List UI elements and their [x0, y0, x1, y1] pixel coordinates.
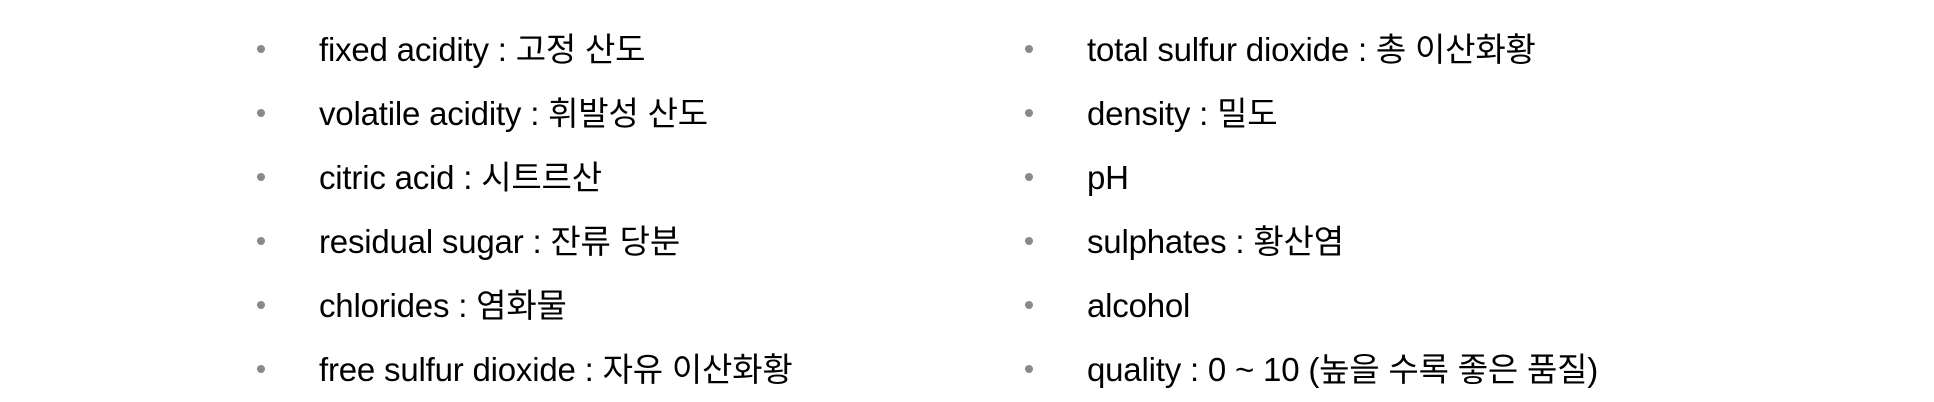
list-item-text: fixed acidity : 고정 산도 [319, 30, 646, 68]
list-item-text: residual sugar : 잔류 당분 [319, 222, 680, 260]
bullet-icon [257, 365, 265, 373]
list-item-text: quality : 0 ~ 10 (높을 수록 좋은 품질) [1087, 350, 1599, 388]
list-item-citric-acid: citric acid : 시트르산 [257, 145, 957, 209]
list-item-text: sulphates : 황산염 [1087, 222, 1344, 260]
left-bullet-list: fixed acidity : 고정 산도 volatile acidity :… [257, 0, 957, 401]
list-item-text: volatile acidity : 휘발성 산도 [319, 94, 708, 132]
list-item-residual-sugar: residual sugar : 잔류 당분 [257, 209, 957, 273]
right-bullet-list: total sulfur dioxide : 총 이산화황 density : … [1025, 0, 1825, 401]
list-item-text: free sulfur dioxide : 자유 이산화황 [319, 350, 793, 388]
list-item-text: pH [1087, 158, 1129, 196]
list-item-chlorides: chlorides : 염화물 [257, 273, 957, 337]
bullet-icon [1025, 45, 1033, 53]
list-item-ph: pH [1025, 145, 1825, 209]
list-item-text: density : 밀도 [1087, 94, 1278, 132]
list-item-text: alcohol [1087, 286, 1191, 324]
bullet-icon [1025, 173, 1033, 181]
list-item-sulphates: sulphates : 황산염 [1025, 209, 1825, 273]
bullet-icon [1025, 365, 1033, 373]
list-item-text: chlorides : 염화물 [319, 286, 567, 324]
bullet-icon [257, 237, 265, 245]
list-item-fixed-acidity: fixed acidity : 고정 산도 [257, 17, 957, 81]
bullet-icon [257, 301, 265, 309]
list-item-free-sulfur-dioxide: free sulfur dioxide : 자유 이산화황 [257, 337, 957, 401]
bullet-icon [257, 45, 265, 53]
list-item-density: density : 밀도 [1025, 81, 1825, 145]
bullet-icon [257, 173, 265, 181]
list-item-volatile-acidity: volatile acidity : 휘발성 산도 [257, 81, 957, 145]
list-item-total-sulfur-dioxide: total sulfur dioxide : 총 이산화황 [1025, 17, 1825, 81]
list-item-text: total sulfur dioxide : 총 이산화황 [1087, 30, 1536, 68]
list-item-alcohol: alcohol [1025, 273, 1825, 337]
bullet-icon [1025, 301, 1033, 309]
bullet-icon [1025, 237, 1033, 245]
bullet-icon [1025, 109, 1033, 117]
list-item-text: citric acid : 시트르산 [319, 158, 602, 196]
list-item-quality: quality : 0 ~ 10 (높을 수록 좋은 품질) [1025, 337, 1825, 401]
bullet-icon [257, 109, 265, 117]
